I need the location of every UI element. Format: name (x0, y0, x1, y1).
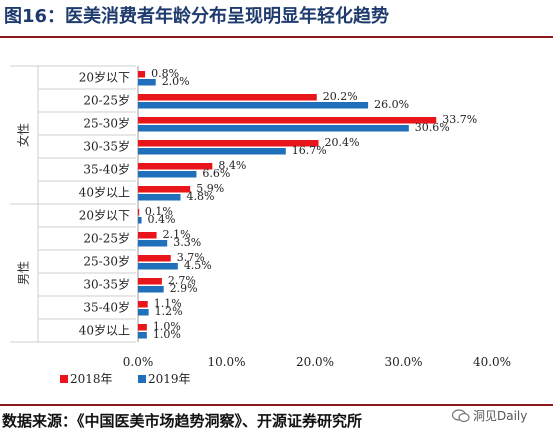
legend-swatch (60, 375, 68, 383)
data-label: 33.7% (442, 113, 477, 126)
bar-2018 (138, 140, 319, 147)
bar-2018 (138, 94, 317, 101)
x-tick-label: 10.0% (207, 355, 245, 369)
bar-2019 (138, 148, 286, 155)
bar-2018 (138, 301, 148, 308)
bar-2018 (138, 324, 147, 331)
category-label: 20-25岁 (83, 231, 130, 246)
bar-2018 (138, 209, 140, 216)
data-label: 8.4% (218, 159, 246, 172)
bar-2018 (138, 255, 171, 262)
data-label: 1.0% (153, 320, 181, 333)
data-label: 0.1% (145, 205, 173, 218)
data-label: 1.2% (155, 305, 183, 318)
category-label: 35-40岁 (83, 300, 130, 315)
data-label: 4.5% (184, 259, 212, 272)
category-label: 30-35岁 (83, 139, 130, 154)
bar-2019 (138, 263, 178, 270)
data-label: 4.8% (186, 190, 214, 203)
data-label: 20.2% (323, 90, 358, 103)
bar-2019 (138, 102, 369, 109)
bar-2019 (138, 240, 168, 247)
data-label: 26.0% (374, 98, 409, 111)
wechat-icon (452, 408, 470, 422)
x-tick-label: 40.0% (473, 355, 511, 369)
bar-2018 (138, 71, 146, 78)
figure-title: 图16：医美消费者年龄分布呈现明显年轻化趋势 (4, 6, 390, 27)
bar-2018 (138, 278, 162, 285)
bar-2019 (138, 171, 197, 178)
source-rule (0, 404, 553, 406)
category-label: 25-30岁 (83, 254, 130, 269)
legend-label: 2018年 (70, 372, 113, 386)
category-label: 30-35岁 (83, 277, 130, 292)
bar-2019 (138, 125, 409, 132)
bar-2018 (138, 232, 157, 239)
title-rule (0, 36, 553, 38)
data-label: 0.4% (148, 213, 176, 226)
category-label: 40岁以上 (79, 323, 130, 338)
data-label: 2.7% (168, 274, 196, 287)
category-label: 40岁以上 (79, 185, 130, 200)
bar-2019 (138, 286, 164, 293)
bar-2019 (138, 217, 142, 224)
data-label: 0.8% (151, 67, 179, 80)
category-label: 20岁以下 (79, 70, 130, 85)
source-note: 数据来源：《中国医美市场趋势洞察》、开源证券研究所 (2, 412, 363, 430)
data-label: 16.7% (292, 144, 327, 157)
data-label: 1.1% (154, 297, 182, 310)
data-label: 20.4% (325, 136, 360, 149)
data-label: 2.9% (170, 282, 198, 295)
data-label: 6.6% (202, 167, 230, 180)
x-tick-label: 30.0% (384, 355, 422, 369)
category-label: 20岁以下 (79, 208, 130, 223)
data-label: 30.6% (415, 121, 450, 134)
watermark: 洞见Daily (452, 407, 527, 424)
group-label: 男性 (17, 261, 31, 285)
category-label: 35-40岁 (83, 162, 130, 177)
bar-2019 (138, 309, 149, 316)
x-tick-label: 0.0% (123, 355, 154, 369)
data-label: 2.1% (163, 228, 191, 241)
x-tick-label: 20.0% (296, 355, 334, 369)
bar-2018 (138, 163, 213, 170)
watermark-text: 洞见Daily (473, 409, 528, 423)
group-label: 女性 (16, 123, 31, 147)
bar-2019 (138, 332, 147, 339)
bar-2018 (138, 117, 437, 124)
category-label: 20-25岁 (83, 93, 130, 108)
legend-label: 2019年 (148, 372, 191, 386)
data-label: 3.3% (173, 236, 201, 249)
legend-swatch (138, 375, 146, 383)
data-label: 1.0% (153, 328, 181, 341)
data-label: 5.9% (196, 182, 224, 195)
bar-2018 (138, 186, 191, 193)
bar-2019 (138, 194, 181, 201)
data-label: 2.0% (162, 75, 190, 88)
bar-2019 (138, 79, 156, 86)
data-label: 3.7% (177, 251, 205, 264)
category-label: 25-30岁 (83, 116, 130, 131)
